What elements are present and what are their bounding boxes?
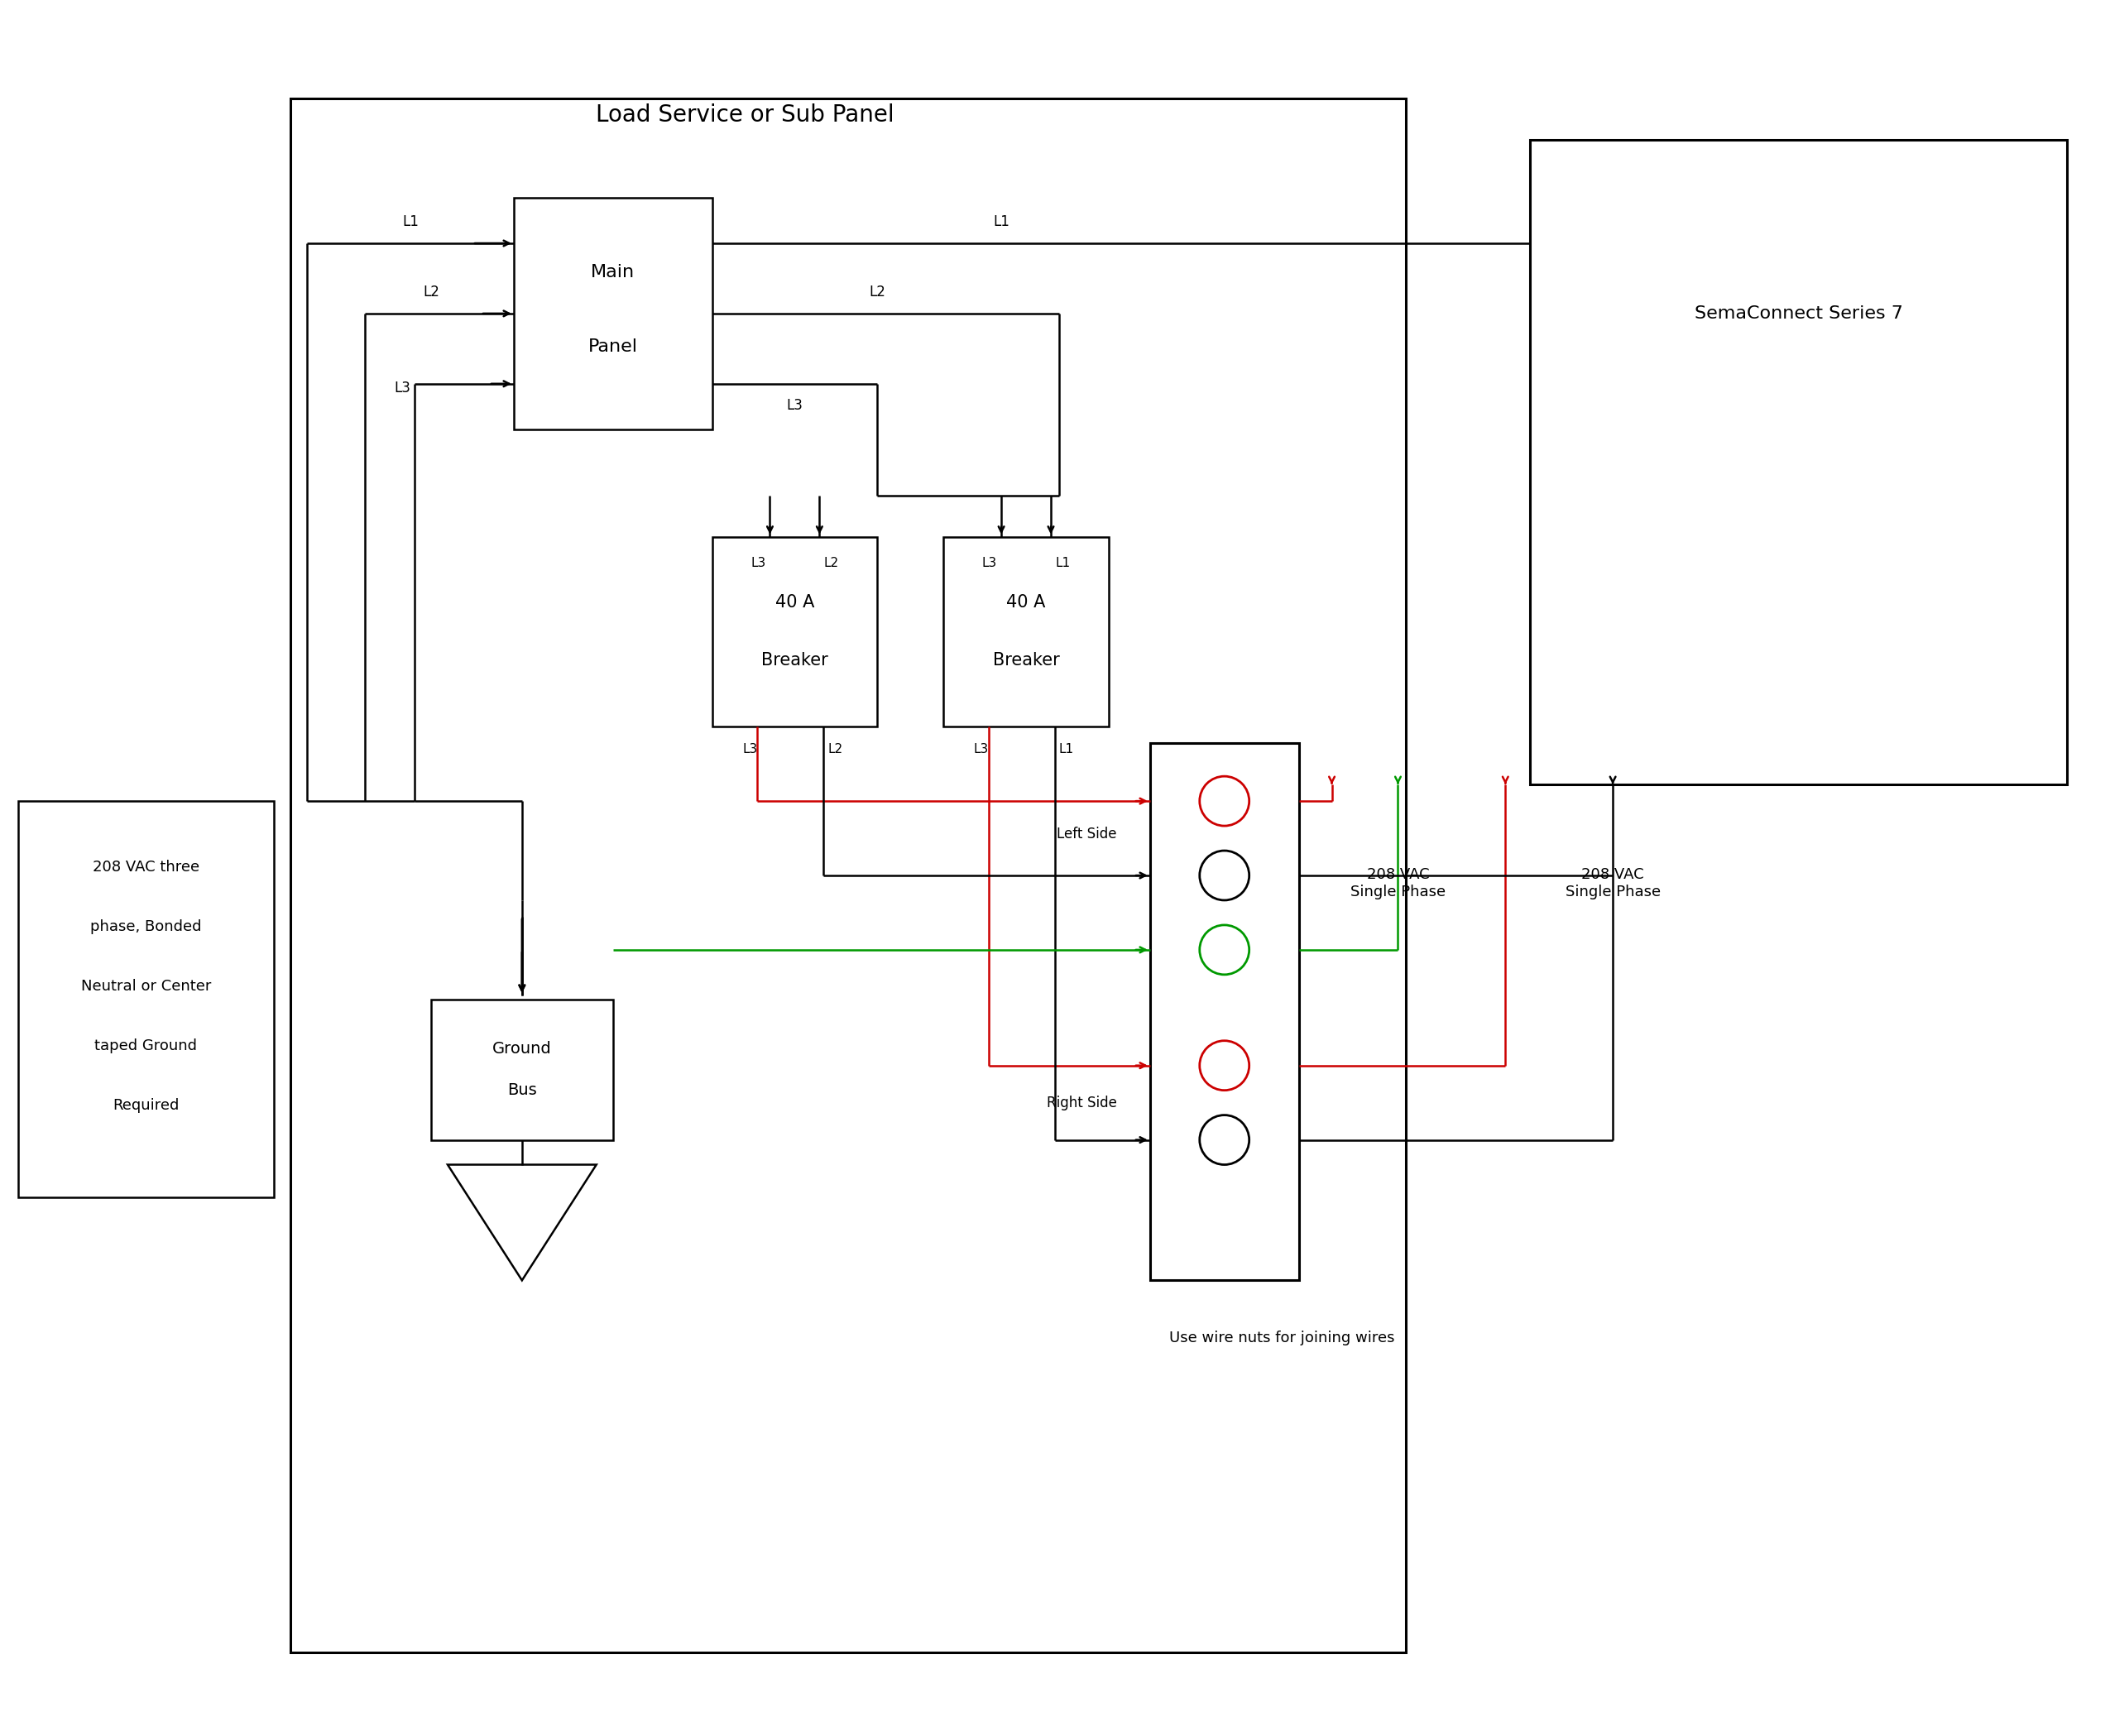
Text: SemaConnect Series 7: SemaConnect Series 7 bbox=[1694, 306, 1903, 321]
Text: L3: L3 bbox=[787, 398, 804, 413]
Text: L3: L3 bbox=[751, 557, 766, 569]
Text: Breaker: Breaker bbox=[992, 653, 1059, 668]
Text: L1: L1 bbox=[403, 214, 418, 229]
Text: L3: L3 bbox=[975, 743, 990, 755]
Circle shape bbox=[1201, 776, 1249, 826]
Text: Main: Main bbox=[591, 264, 635, 281]
Text: L1: L1 bbox=[1059, 743, 1074, 755]
Bar bbox=[513, 198, 711, 429]
Text: Ground: Ground bbox=[492, 1042, 551, 1057]
Text: taped Ground: taped Ground bbox=[95, 1038, 198, 1054]
Text: L2: L2 bbox=[869, 285, 886, 300]
Text: L3: L3 bbox=[743, 743, 757, 755]
Circle shape bbox=[1201, 1040, 1249, 1090]
Circle shape bbox=[1201, 1115, 1249, 1165]
Text: L3: L3 bbox=[981, 557, 998, 569]
Text: Breaker: Breaker bbox=[762, 653, 827, 668]
Bar bbox=[17, 800, 274, 1198]
Text: Neutral or Center: Neutral or Center bbox=[80, 979, 211, 993]
Text: phase, Bonded: phase, Bonded bbox=[91, 920, 203, 934]
Text: Bus: Bus bbox=[506, 1083, 536, 1099]
Bar bbox=[1150, 743, 1300, 1281]
Text: 40 A: 40 A bbox=[1006, 594, 1047, 611]
Circle shape bbox=[1201, 851, 1249, 901]
Text: Use wire nuts for joining wires: Use wire nuts for joining wires bbox=[1169, 1332, 1395, 1345]
Text: L2: L2 bbox=[827, 743, 842, 755]
Text: L2: L2 bbox=[823, 557, 838, 569]
Bar bbox=[711, 536, 878, 727]
Text: L2: L2 bbox=[422, 285, 439, 300]
Circle shape bbox=[1201, 925, 1249, 974]
Text: L1: L1 bbox=[994, 214, 1009, 229]
Text: 208 VAC three: 208 VAC three bbox=[93, 859, 200, 875]
Text: Required: Required bbox=[112, 1097, 179, 1113]
Bar bbox=[943, 536, 1108, 727]
Text: L1: L1 bbox=[1055, 557, 1070, 569]
Text: L3: L3 bbox=[395, 380, 411, 396]
Text: 208 VAC
Single Phase: 208 VAC Single Phase bbox=[1350, 868, 1445, 899]
Text: 208 VAC
Single Phase: 208 VAC Single Phase bbox=[1566, 868, 1661, 899]
Bar bbox=[430, 1000, 612, 1141]
Text: Load Service or Sub Panel: Load Service or Sub Panel bbox=[595, 104, 895, 127]
Text: 40 A: 40 A bbox=[774, 594, 814, 611]
Text: Left Side: Left Side bbox=[1057, 826, 1116, 842]
Text: Panel: Panel bbox=[589, 339, 637, 354]
Text: Right Side: Right Side bbox=[1047, 1095, 1116, 1109]
Bar bbox=[1530, 141, 2068, 785]
Bar bbox=[291, 99, 1405, 1653]
